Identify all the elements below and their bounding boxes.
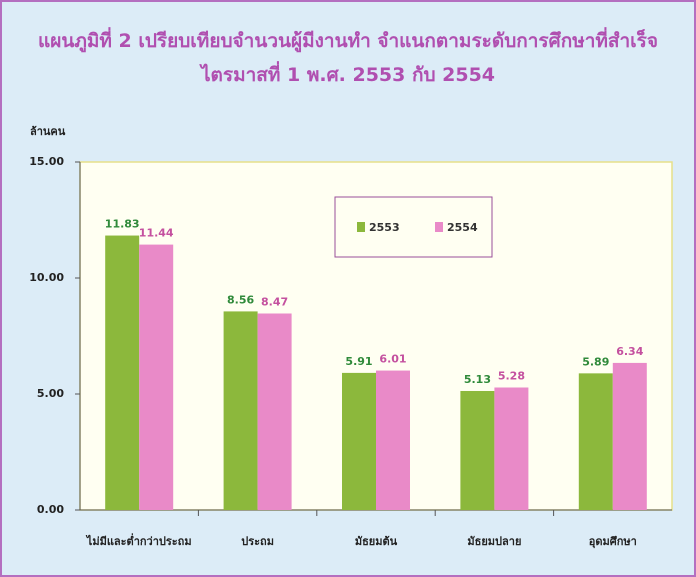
bar [342, 372, 376, 510]
bar [105, 235, 140, 510]
chart-title: แผนภูมิที่ 2 เปรียบเทียบจำนวนผู้มีงานทำ … [37, 30, 659, 86]
data-label: 5.91 [345, 355, 372, 368]
legend-label: 2554 [447, 221, 478, 234]
bar [376, 370, 410, 510]
y-axis-label: ล้านคน [30, 125, 66, 138]
data-label: 5.28 [498, 370, 525, 383]
data-label: 11.83 [105, 218, 140, 231]
x-tick-label: มัธยมต้น [355, 535, 398, 548]
y-tick-label: 15.00 [29, 155, 64, 168]
bar [578, 373, 613, 510]
data-label: 8.47 [261, 295, 288, 308]
bar [612, 362, 647, 510]
y-tick-label: 0.00 [37, 503, 64, 516]
bar [460, 390, 495, 510]
y-tick-label: 5.00 [37, 387, 64, 400]
y-tick-label: 10.00 [29, 271, 64, 284]
bar [257, 313, 292, 510]
data-label: 5.89 [582, 355, 609, 368]
data-label: 6.01 [379, 353, 406, 366]
legend-swatch [435, 222, 443, 232]
x-tick-label: มัธยมปลาย [467, 535, 521, 548]
legend-label: 2553 [369, 221, 400, 234]
data-label: 5.13 [464, 373, 491, 386]
x-tick-label: ประถม [241, 535, 274, 548]
bar [494, 387, 529, 510]
x-tick-label: ไม่มีและต่ำกว่าประถม [85, 533, 192, 548]
x-tick-label: อุดมศึกษา [589, 535, 637, 549]
data-label: 8.56 [227, 293, 254, 306]
legend-swatch [357, 222, 365, 232]
bar [223, 311, 258, 510]
bar [139, 244, 174, 511]
data-label: 6.34 [616, 345, 643, 358]
data-label: 11.44 [139, 227, 174, 240]
